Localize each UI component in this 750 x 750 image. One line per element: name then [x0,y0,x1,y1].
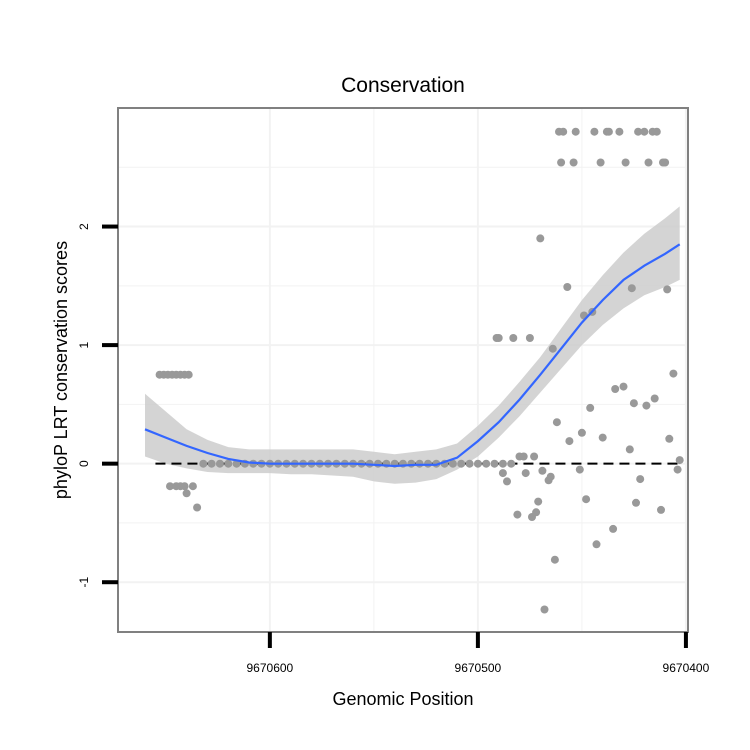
confidence-band [145,206,680,484]
data-point [207,459,216,468]
data-point [615,127,624,136]
data-point [224,459,233,468]
data-point [550,555,559,564]
x-axis-title: Genomic Position [332,689,473,709]
data-point [509,334,518,342]
data-point [465,459,474,468]
data-point [652,127,661,136]
y-tick-label: -1 [77,577,91,588]
data-point [536,234,545,243]
smooth-line-layer [144,243,681,468]
data-point [548,344,557,353]
data-point [482,459,491,468]
data-point [569,158,578,167]
y-axis: -1 0 1 2 [77,223,118,588]
y-tick-label: 2 [77,223,91,230]
data-point [473,459,482,468]
data-point [575,465,584,474]
data-point [571,127,580,136]
data-point [598,433,607,442]
data-point [521,469,530,478]
data-point [513,510,522,519]
grid-lines [118,108,688,632]
data-point [540,605,549,614]
data-point [557,158,566,167]
data-point [650,394,659,403]
data-point [490,459,499,468]
data-point [565,437,574,446]
data-point [448,459,457,468]
data-point [627,284,636,293]
confidence-band-layer [145,206,680,484]
data-point [596,158,605,167]
data-point [215,459,224,468]
data-point [661,158,670,167]
data-point [640,127,649,136]
x-tick-label: 9670600 [247,661,294,675]
data-point [546,472,555,481]
data-point [673,465,682,474]
data-point [407,459,416,468]
data-point [642,401,651,410]
data-point [669,369,678,378]
data-point [193,503,202,512]
data-point [629,399,638,408]
data-point [625,445,634,454]
data-point [621,158,630,167]
data-point [184,370,193,379]
data-point [644,158,653,167]
data-point [498,459,507,468]
data-point [577,428,586,437]
data-point [530,452,539,461]
data-point [498,469,507,478]
data-point [166,482,174,491]
x-tick-label: 9670400 [663,661,710,675]
x-axis: 9670600 9670500 9670400 [247,632,710,675]
y-tick-label: 1 [77,341,91,348]
data-point [534,497,543,506]
data-point [538,466,547,475]
data-point [665,434,674,443]
x-tick-label: 9670500 [455,661,502,675]
data-point [663,285,672,294]
data-point [590,127,599,136]
data-point [503,477,511,486]
data-point [199,459,208,468]
data-point [582,495,591,504]
data-point [604,127,613,136]
data-point [586,403,595,412]
data-point [634,127,643,136]
data-point [609,524,618,533]
y-tick-label: 0 [77,460,91,467]
panel-border [117,107,689,633]
scatter-points [155,127,684,614]
data-point [457,459,466,468]
data-point [180,482,189,491]
data-point [188,482,197,491]
data-point [525,334,534,342]
data-point [657,505,665,514]
data-point [619,382,628,391]
chart-title: Conservation [341,74,465,97]
data-point [563,283,572,291]
data-point [552,418,561,427]
y-axis-title: phyloP LRT conservation scores [51,241,71,499]
data-point [532,508,541,517]
data-point [507,459,516,468]
data-point [636,475,645,484]
data-point [675,456,684,465]
data-point [374,459,382,468]
data-point [494,334,503,342]
data-point [632,498,640,507]
data-point [559,127,568,136]
smooth-line [144,243,681,468]
data-point [611,385,620,393]
data-point [182,489,191,498]
data-point [592,540,601,549]
data-point [519,452,528,461]
